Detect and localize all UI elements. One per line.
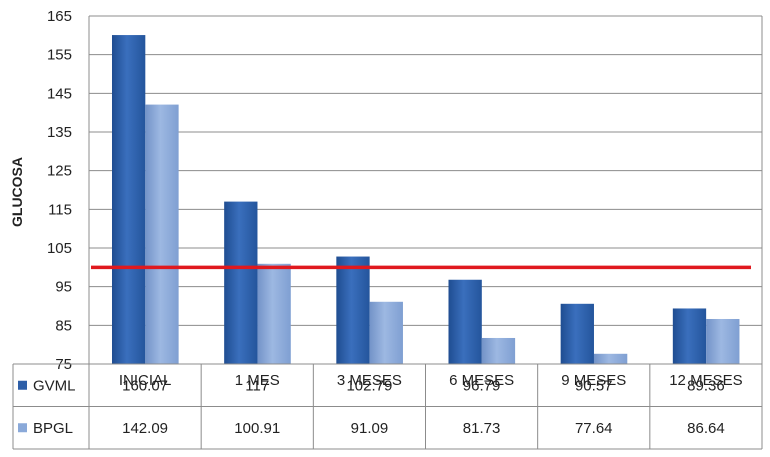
table-cell-value: 89.36 bbox=[687, 377, 725, 394]
x-category-label: 1 MES bbox=[235, 372, 280, 389]
y-axis-label: GLUCOSA bbox=[9, 157, 25, 227]
table-cell-value: 160.07 bbox=[122, 377, 168, 394]
y-tick-label: 105 bbox=[47, 240, 72, 257]
table-cell-value: 96.79 bbox=[463, 377, 501, 394]
table-cell-value: 90.57 bbox=[575, 377, 613, 394]
bar-gvml-4 bbox=[560, 303, 594, 364]
table-cell-value: 81.73 bbox=[463, 420, 501, 437]
table-cell-value: 100.91 bbox=[234, 420, 280, 437]
y-tick-label: 145 bbox=[47, 85, 72, 102]
bar-gvml-1 bbox=[224, 201, 258, 364]
legend-swatch-gvml bbox=[18, 380, 27, 390]
table-cell-value: 77.64 bbox=[575, 420, 613, 437]
table-cell-value: 117 bbox=[245, 377, 269, 394]
bar-bpgl-0 bbox=[145, 104, 179, 365]
bar-bpgl-2 bbox=[369, 301, 403, 364]
y-tick-label: 95 bbox=[55, 279, 72, 296]
y-tick-label: 85 bbox=[55, 317, 72, 334]
bar-bpgl-5 bbox=[706, 318, 740, 364]
table-cell-value: 86.64 bbox=[687, 420, 725, 437]
bars bbox=[111, 35, 740, 365]
x-category-label: 12 MESES bbox=[669, 372, 742, 389]
bar-bpgl-1 bbox=[257, 263, 291, 364]
x-category-label: 6 MESES bbox=[449, 372, 514, 389]
bar-gvml-3 bbox=[448, 279, 482, 364]
table-cell-value: 102.79 bbox=[346, 377, 392, 394]
legend-swatch-bpgl bbox=[18, 423, 27, 433]
bar-bpgl-4 bbox=[593, 353, 628, 364]
bar-gvml-2 bbox=[336, 256, 370, 364]
y-tick-label: 125 bbox=[47, 163, 72, 180]
x-category-label: 3 MESES bbox=[337, 372, 402, 389]
y-tick-label: 115 bbox=[48, 201, 72, 218]
bar-gvml-5 bbox=[672, 308, 707, 364]
gridlines bbox=[89, 15, 762, 326]
table-cell-value: 142.09 bbox=[122, 420, 168, 437]
bar-gvml-0 bbox=[111, 35, 146, 364]
data-table: INICIAL 1 MES 3 MESES 6 MESES 9 MESES 12 MESE… bbox=[12, 363, 763, 450]
x-category-label: 9 MESES bbox=[561, 372, 626, 389]
y-tick-label: 165 bbox=[47, 8, 72, 25]
y-tick-label: 155 bbox=[47, 47, 72, 64]
y-tick-label: 135 bbox=[47, 124, 72, 141]
legend-label-bpgl: BPGL bbox=[33, 420, 73, 437]
x-category-label: INICIAL bbox=[119, 372, 172, 389]
bar-bpgl-3 bbox=[481, 337, 516, 364]
legend-label-gvml: GVML bbox=[33, 377, 76, 394]
table-cell-value: 91.09 bbox=[351, 420, 389, 437]
